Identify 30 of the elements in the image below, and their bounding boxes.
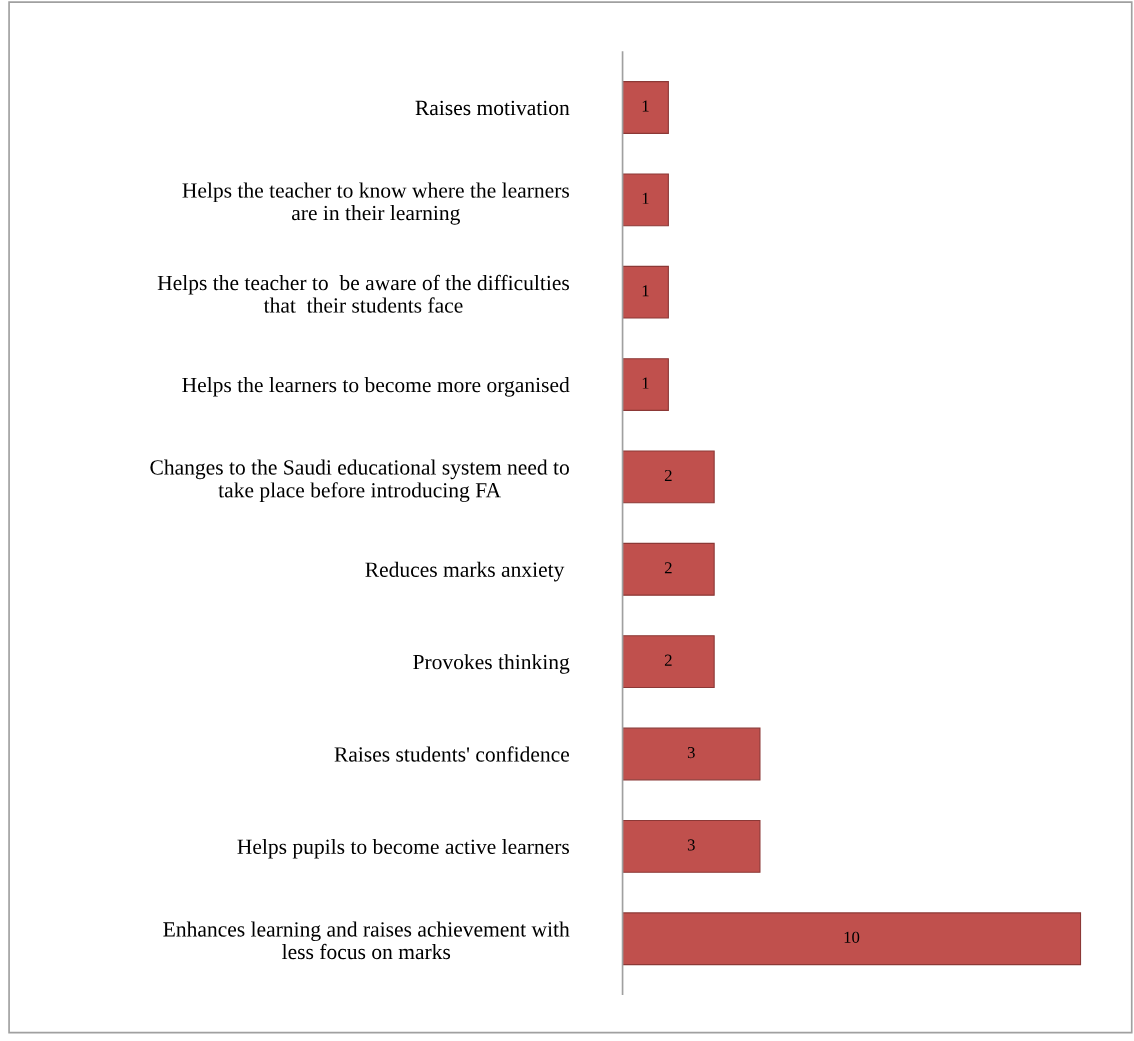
bar (622, 819, 761, 873)
bar (622, 265, 669, 319)
y-tick-label: Reduces marks anxiety (365, 561, 565, 582)
y-tick-label: Helps the teacher to know where the learners are in their learning (182, 182, 569, 225)
y-tick-label: Enhances learning and raises achievement with less focus on marks (163, 921, 570, 960)
bar (622, 450, 715, 504)
y-tick-label: Provokes thinking (413, 654, 570, 674)
y-tick-label: Changes to the Saudi educational system need to take place before introducing FA (150, 459, 569, 502)
bar (622, 173, 669, 227)
y-tick-label: Helps the learners to become more organised (182, 377, 570, 397)
data-label: 2 (664, 562, 672, 574)
bar (622, 358, 669, 411)
bar (622, 542, 715, 596)
data-label: 2 (664, 469, 672, 481)
data-label: 3 (687, 839, 695, 851)
y-tick-label: Helps pupils to become active learners (237, 838, 569, 859)
bar (622, 912, 1082, 966)
y-tick-label: Raises motivation (415, 100, 570, 116)
data-label: 2 (664, 654, 672, 666)
bar (622, 727, 761, 781)
data-label: 1 (642, 377, 649, 389)
y-tick-label: Helps the teacher to be aware of the difficulties that their students face (157, 274, 569, 313)
data-label: 1 (642, 192, 649, 204)
y-tick-label: Raises students' confidence (334, 746, 570, 762)
data-label: 3 (687, 746, 695, 759)
data-label: 1 (642, 100, 649, 112)
data-label: 1 (642, 285, 649, 297)
bar (622, 81, 669, 134)
bar (622, 635, 715, 689)
data-label: 10 (844, 931, 860, 943)
